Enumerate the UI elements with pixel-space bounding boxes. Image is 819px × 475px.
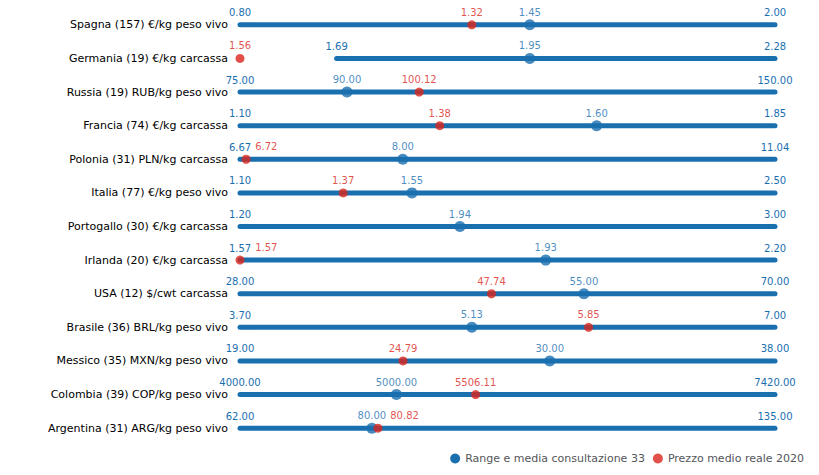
svg-text:Irlanda (20) €/kg carcassa: Irlanda (20) €/kg carcassa <box>85 254 228 267</box>
svg-text:3.70: 3.70 <box>229 310 251 321</box>
svg-text:1.85: 1.85 <box>764 108 786 119</box>
svg-text:Range e media consultazione 33: Range e media consultazione 33 <box>465 452 645 465</box>
svg-text:2.20: 2.20 <box>764 243 786 254</box>
svg-text:7420.00: 7420.00 <box>754 377 795 388</box>
svg-text:80.82: 80.82 <box>390 410 419 421</box>
svg-text:75.00: 75.00 <box>226 75 255 86</box>
svg-text:19.00: 19.00 <box>226 343 255 354</box>
svg-text:80.00: 80.00 <box>358 410 387 421</box>
svg-text:Russia (19) RUB/kg peso vivo: Russia (19) RUB/kg peso vivo <box>67 86 229 99</box>
svg-text:150.00: 150.00 <box>758 75 793 86</box>
svg-text:1.10: 1.10 <box>229 108 251 119</box>
svg-text:1.32: 1.32 <box>461 7 483 18</box>
svg-text:1.55: 1.55 <box>401 175 423 186</box>
svg-text:2.28: 2.28 <box>764 41 786 52</box>
svg-text:24.79: 24.79 <box>389 343 418 354</box>
svg-text:Messico (35) MXN/kg peso vivo: Messico (35) MXN/kg peso vivo <box>57 354 229 367</box>
svg-text:Spagna (157) €/kg peso vivo: Spagna (157) €/kg peso vivo <box>70 18 228 31</box>
svg-text:5506.11: 5506.11 <box>455 377 496 388</box>
svg-text:1.20: 1.20 <box>229 209 251 220</box>
svg-text:38.00: 38.00 <box>761 343 790 354</box>
svg-text:3.00: 3.00 <box>764 209 786 220</box>
svg-text:Francia (74) €/kg carcassa: Francia (74) €/kg carcassa <box>83 119 228 132</box>
svg-text:Colombia (39) COP/kg peso vivo: Colombia (39) COP/kg peso vivo <box>51 388 229 401</box>
svg-text:1.10: 1.10 <box>229 175 251 186</box>
svg-text:55.00: 55.00 <box>570 276 599 287</box>
svg-text:1.69: 1.69 <box>325 41 347 52</box>
svg-text:1.95: 1.95 <box>519 40 541 51</box>
svg-text:1.56: 1.56 <box>229 40 251 51</box>
svg-text:5000.00: 5000.00 <box>376 377 417 388</box>
svg-text:70.00: 70.00 <box>761 276 790 287</box>
svg-text:135.00: 135.00 <box>758 411 793 422</box>
svg-text:2.00: 2.00 <box>764 7 786 18</box>
svg-text:5.13: 5.13 <box>461 309 483 320</box>
svg-text:8.00: 8.00 <box>392 141 414 152</box>
svg-text:1.93: 1.93 <box>535 242 557 253</box>
svg-text:6.72: 6.72 <box>255 141 277 152</box>
svg-text:1.37: 1.37 <box>332 175 354 186</box>
svg-text:1.38: 1.38 <box>429 108 451 119</box>
svg-text:0.80: 0.80 <box>229 7 251 18</box>
svg-text:Portogallo (30) €/kg carcassa: Portogallo (30) €/kg carcassa <box>68 220 228 233</box>
svg-text:6.67: 6.67 <box>229 142 251 153</box>
svg-text:11.04: 11.04 <box>761 142 790 153</box>
svg-text:Prezzo medio reale 2020: Prezzo medio reale 2020 <box>668 452 804 465</box>
svg-text:90.00: 90.00 <box>333 74 362 85</box>
svg-text:USA (12) $/cwt carcassa: USA (12) $/cwt carcassa <box>94 287 228 300</box>
svg-text:2.50: 2.50 <box>764 175 786 186</box>
svg-text:4000.00: 4000.00 <box>219 377 260 388</box>
svg-text:5.85: 5.85 <box>577 309 599 320</box>
svg-text:Italia (77) €/kg peso vivo: Italia (77) €/kg peso vivo <box>91 186 228 199</box>
svg-text:47.74: 47.74 <box>477 276 506 287</box>
svg-text:Polonia (31) PLN/kg carcassa: Polonia (31) PLN/kg carcassa <box>69 153 228 166</box>
svg-text:1.60: 1.60 <box>586 108 608 119</box>
svg-text:1.57: 1.57 <box>229 243 251 254</box>
svg-text:Brasile (36) BRL/kg peso vivo: Brasile (36) BRL/kg peso vivo <box>67 321 229 334</box>
svg-text:62.00: 62.00 <box>226 411 255 422</box>
svg-text:7.00: 7.00 <box>764 310 786 321</box>
svg-text:1.57: 1.57 <box>255 242 277 253</box>
svg-text:Argentina (31) ARG/kg peso viv: Argentina (31) ARG/kg peso vivo <box>48 422 228 435</box>
svg-text:Germania (19) €/kg carcassa: Germania (19) €/kg carcassa <box>69 52 228 65</box>
svg-text:30.00: 30.00 <box>535 343 564 354</box>
svg-text:1.94: 1.94 <box>449 209 471 220</box>
svg-text:28.00: 28.00 <box>226 276 255 287</box>
svg-text:100.12: 100.12 <box>402 74 437 85</box>
svg-text:1.45: 1.45 <box>519 7 541 18</box>
